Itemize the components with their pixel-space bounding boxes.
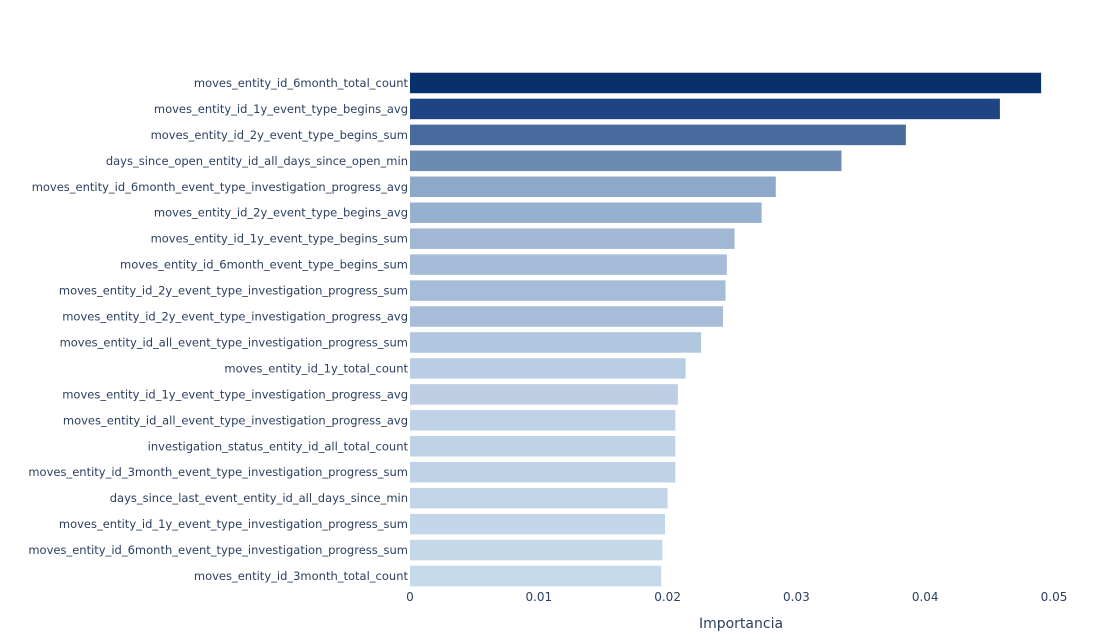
category-label: moves_entity_id_2y_event_type_investigat…: [62, 310, 408, 324]
category-label: moves_entity_id_1y_event_type_begins_sum: [151, 232, 408, 246]
bar-3: [410, 124, 906, 146]
category-label: moves_entity_id_3month_total_count: [194, 569, 409, 583]
category-label: moves_entity_id_6month_event_type_invest…: [32, 180, 408, 194]
category-label: moves_entity_id_2y_event_type_begins_avg: [154, 206, 408, 220]
x-tick-label: 0.03: [783, 590, 810, 604]
x-tick-label: 0.01: [525, 590, 552, 604]
bar-19: [410, 539, 663, 561]
bars-layer: [410, 72, 1042, 587]
bar-7: [410, 228, 735, 249]
bar-8: [410, 254, 727, 275]
category-label: moves_entity_id_2y_event_type_investigat…: [59, 284, 408, 298]
bar-16: [410, 461, 676, 483]
x-tick-label: 0.05: [1041, 590, 1068, 604]
category-label: moves_entity_id_3month_event_type_invest…: [28, 465, 408, 479]
bar-17: [410, 487, 668, 509]
bar-13: [410, 384, 678, 405]
category-label: moves_entity_id_1y_event_type_begins_avg: [154, 102, 408, 116]
bar-11: [410, 332, 702, 353]
category-label: moves_entity_id_all_event_type_investiga…: [63, 413, 408, 427]
x-axis-ticks: 0 0.01 0.02 0.03 0.04 0.05: [406, 590, 1067, 604]
bar-18: [410, 513, 666, 535]
category-label: moves_entity_id_6month_event_type_invest…: [28, 543, 408, 557]
x-tick-label: 0: [406, 590, 414, 604]
bar-4: [410, 150, 842, 172]
bar-12: [410, 358, 686, 379]
category-label: investigation_status_entity_id_all_total…: [148, 439, 409, 453]
category-label: moves_entity_id_1y_event_type_investigat…: [59, 517, 408, 531]
category-label: moves_entity_id_all_event_type_investiga…: [60, 335, 408, 349]
category-label: moves_entity_id_1y_total_count: [224, 361, 408, 375]
bar-2: [410, 98, 1000, 120]
category-labels: moves_entity_id_6month_total_count moves_…: [28, 76, 408, 583]
x-tick-label: 0.02: [654, 590, 681, 604]
bar-9: [410, 280, 726, 301]
bar-5: [410, 176, 776, 198]
bar-20: [410, 565, 662, 587]
category-label: days_since_open_entity_id_all_days_since…: [106, 154, 408, 168]
category-label: moves_entity_id_2y_event_type_begins_sum: [151, 128, 408, 142]
bar-15: [410, 436, 676, 457]
x-axis-title: Importancia: [699, 616, 783, 632]
category-label: days_since_last_event_entity_id_all_days…: [110, 491, 408, 505]
bar-1: [410, 72, 1042, 94]
category-label: moves_entity_id_1y_event_type_investigat…: [62, 387, 408, 401]
category-label: moves_entity_id_6month_total_count: [194, 76, 409, 90]
bar-6: [410, 202, 762, 223]
bar-10: [410, 306, 723, 327]
x-tick-label: 0.04: [912, 590, 939, 604]
bar-14: [410, 410, 676, 431]
category-label: moves_entity_id_6month_event_type_begins…: [120, 258, 408, 272]
